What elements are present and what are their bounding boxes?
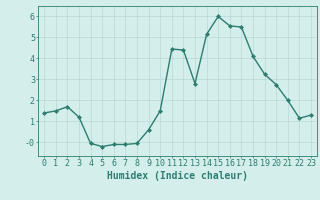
X-axis label: Humidex (Indice chaleur): Humidex (Indice chaleur) xyxy=(107,171,248,181)
